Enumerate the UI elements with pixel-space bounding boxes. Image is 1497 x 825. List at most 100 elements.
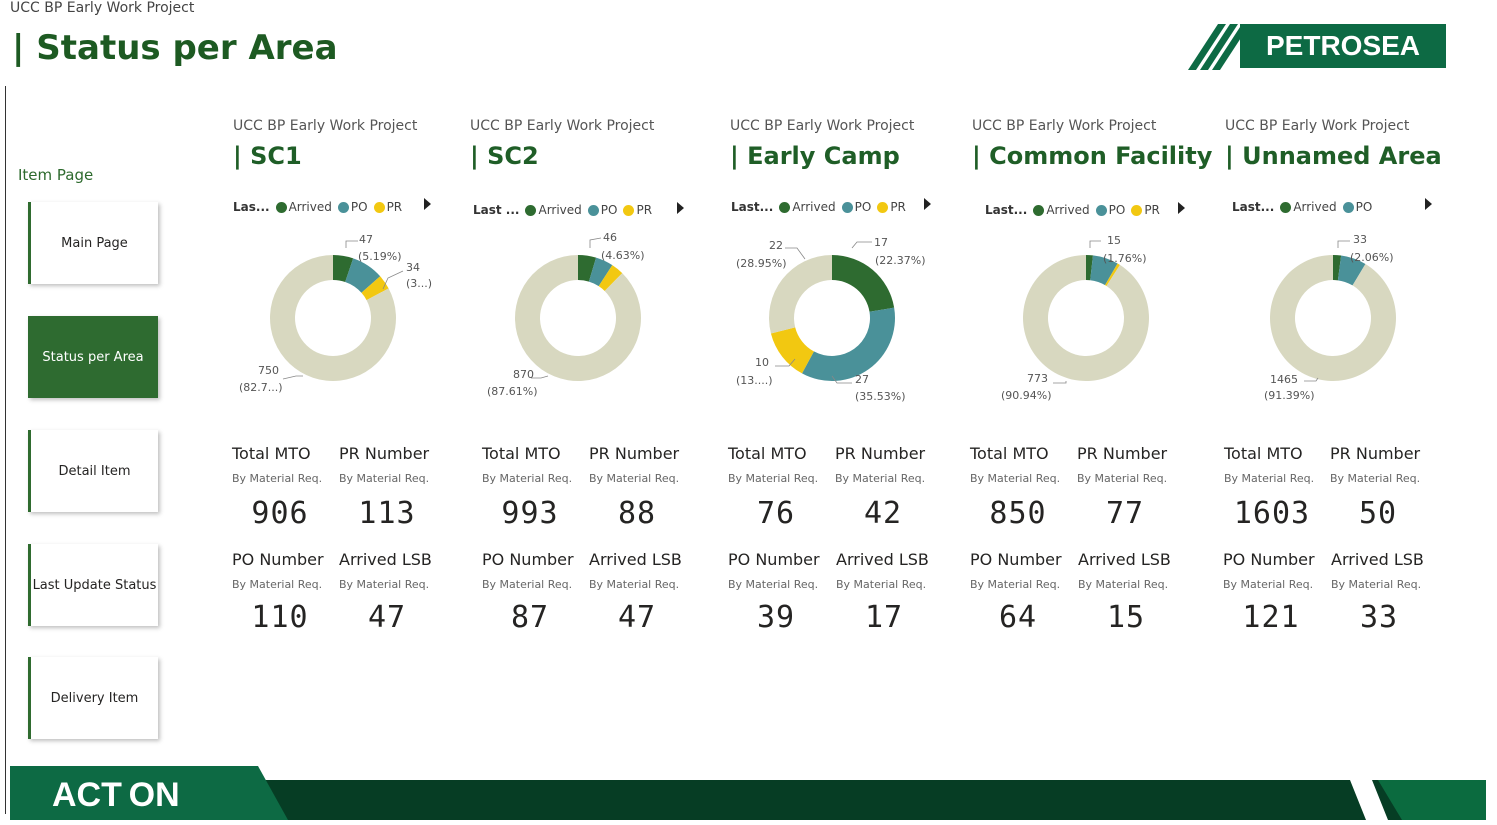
legend-item-pr: PR [623, 203, 652, 217]
area-subtitle: UCC BP Early Work Project [972, 118, 1157, 134]
legend-next-arrow-icon[interactable] [924, 198, 931, 210]
legend-next-arrow-icon[interactable] [424, 198, 431, 210]
data-label: 34 [406, 261, 420, 274]
data-label: (82.7...) [239, 381, 283, 394]
divider [5, 86, 6, 814]
legend-item-arrived: Arrived [275, 200, 332, 214]
legend-next-arrow-icon[interactable] [1425, 198, 1432, 210]
kpi-pr-number-label: PR Number [1077, 444, 1168, 463]
data-label: 15 [1107, 234, 1121, 247]
donut-slice-remaining[interactable] [1023, 255, 1149, 381]
kpi-sub-label: By Material Req. [1077, 472, 1168, 485]
donut-slice-remaining[interactable] [515, 255, 641, 381]
donut-slice-pr[interactable] [770, 327, 814, 374]
donut-slice-pr[interactable] [361, 276, 389, 301]
legend-item-po: PO [841, 200, 871, 214]
area-header-early-camp: UCC BP Early Work Project | Early Camp [730, 118, 970, 170]
donut-slice-po[interactable] [588, 257, 613, 287]
kpi-sub-label: By Material Req. [482, 578, 573, 591]
kpi-po-number-value: 39 [756, 600, 796, 635]
kpi-total-mto-label: Total MTO [728, 444, 807, 463]
legend-title: Las... [233, 200, 270, 214]
nav-last-update-status-button[interactable]: Last Update Status [28, 544, 158, 626]
donut-slice-arrived[interactable] [1086, 255, 1093, 281]
nav-status-per-area-button[interactable]: Status per Area [28, 316, 158, 398]
footer-banner: ACT ON [10, 766, 1486, 820]
legend-title: Last ... [473, 203, 520, 217]
area-subtitle: UCC BP Early Work Project [1225, 118, 1410, 134]
legend-title: Last... [985, 203, 1028, 217]
kpi-arrived-lsb-value: 17 [864, 600, 904, 635]
kpi-pr-number-value: 113 [358, 496, 416, 531]
donut-slice-remaining[interactable] [270, 255, 396, 381]
kpi-pr-number-label: PR Number [835, 444, 926, 463]
donut-slice-po[interactable] [1090, 255, 1118, 286]
donut-chart-early-camp[interactable]: 17 (22.37%) 27 (35.53%) 10 (13....) 22 (… [727, 226, 937, 406]
kpi-po-number-label: PO Number [728, 550, 820, 569]
kpi-po-number-value: 87 [510, 600, 550, 635]
kpi-total-mto-label: Total MTO [232, 444, 311, 463]
legend-next-arrow-icon[interactable] [1178, 202, 1185, 214]
kpi-sub-label: By Material Req. [728, 472, 819, 485]
nav-delivery-item-button[interactable]: Delivery Item [28, 657, 158, 739]
footer-brand-text: ACT ON [52, 776, 180, 814]
chart-legend: Last... Arrived PO PR [731, 198, 912, 216]
area-subtitle: UCC BP Early Work Project [730, 118, 915, 134]
legend-item-po: PO [587, 203, 617, 217]
area-subtitle: UCC BP Early Work Project [470, 118, 655, 134]
donut-slice-po[interactable] [345, 258, 381, 293]
kpi-sub-label: By Material Req. [589, 472, 680, 485]
legend-item-arrived: Arrived [1280, 200, 1337, 214]
legend-item-arrived: Arrived [525, 203, 582, 217]
nav-title: Item Page [18, 166, 94, 184]
data-label: 10 [755, 356, 769, 369]
area-header-unnamed-area: UCC BP Early Work Project | Unnamed Area [1225, 118, 1465, 170]
kpi-sub-label: By Material Req. [232, 578, 323, 591]
donut-chart-unnamed-area[interactable]: 33 (2.06%) 1465 (91.39%) [1228, 226, 1438, 406]
legend-item-pr: PR [1131, 203, 1160, 217]
nav-detail-item-button[interactable]: Detail Item [28, 430, 158, 512]
kpi-arrived-lsb-label: Arrived LSB [339, 550, 432, 569]
kpi-arrived-lsb-label: Arrived LSB [1078, 550, 1171, 569]
chart-legend: Last... Arrived PO PR [985, 201, 1166, 219]
page-title: | Status per Area [12, 28, 338, 68]
kpi-po-number-label: PO Number [1223, 550, 1315, 569]
kpi-total-mto-label: Total MTO [970, 444, 1049, 463]
donut-slice-remaining[interactable] [769, 255, 832, 334]
donut-chart-sc2[interactable]: 46 (4.63%) 870 (87.61%) [473, 226, 683, 406]
donut-slice-pr[interactable] [1105, 263, 1120, 286]
donut-slice-remaining[interactable] [1270, 255, 1396, 381]
donut-slice-arrived[interactable] [333, 255, 354, 283]
donut-slice-pr[interactable] [598, 265, 623, 291]
area-header-sc1: UCC BP Early Work Project | SC1 [233, 118, 473, 170]
data-label: 17 [874, 236, 888, 249]
legend-title: Last... [1232, 200, 1275, 214]
kpi-total-mto-value: 76 [756, 496, 796, 531]
data-label: (3...) [406, 277, 432, 290]
donut-chart-common-facility[interactable]: 15 (1.76%) 773 (90.94%) [981, 226, 1191, 406]
data-label: (1.76%) [1103, 252, 1147, 265]
kpi-arrived-lsb-value: 33 [1359, 600, 1399, 635]
kpi-po-number-label: PO Number [482, 550, 574, 569]
donut-slice-arrived[interactable] [832, 255, 895, 312]
donut-slice-po[interactable] [1337, 255, 1366, 286]
legend-next-arrow-icon[interactable] [677, 202, 684, 214]
legend-item-arrived: Arrived [1033, 203, 1090, 217]
data-label: (35.53%) [855, 390, 906, 403]
donut-slice-po[interactable] [802, 307, 895, 381]
donut-slice-arrived[interactable] [1333, 255, 1342, 281]
kpi-sub-label: By Material Req. [970, 472, 1061, 485]
data-label: (28.95%) [736, 257, 787, 270]
chart-legend: Last... Arrived PO [1232, 198, 1378, 216]
donut-chart-sc1[interactable]: 47 (5.19%) 34 (3...) 750 (82.7...) [228, 226, 438, 406]
kpi-total-mto-value: 850 [989, 496, 1047, 531]
donut-slice-arrived[interactable] [578, 255, 597, 282]
kpi-sub-label: By Material Req. [589, 578, 680, 591]
nav-main-page-button[interactable]: Main Page [28, 202, 158, 284]
kpi-pr-number-label: PR Number [589, 444, 680, 463]
chart-legend: Last ... Arrived PO PR [473, 201, 658, 219]
area-title: | Unnamed Area [1225, 142, 1442, 170]
data-label: 773 [1027, 372, 1048, 385]
data-label: 1465 [1270, 373, 1298, 386]
kpi-total-mto-value: 906 [251, 496, 309, 531]
